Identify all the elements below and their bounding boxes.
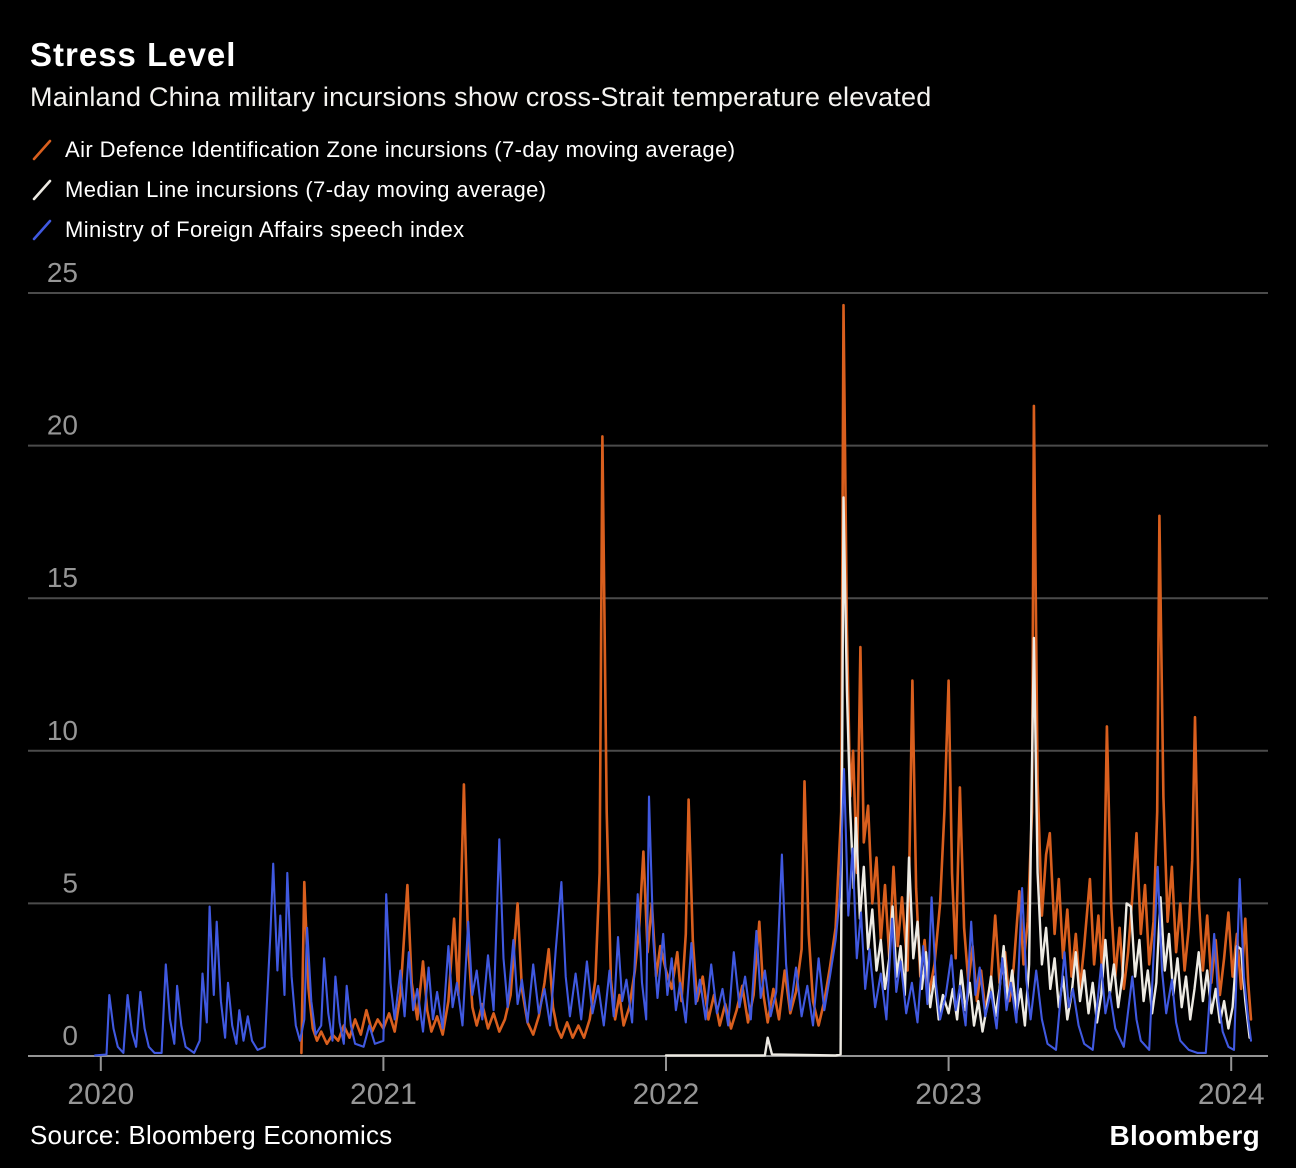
x-tick-label: 2024 (1198, 1078, 1265, 1111)
page-subtitle: Mainland China military incursions show … (30, 82, 932, 112)
legend-label-adiz: Air Defence Identification Zone incursio… (65, 137, 736, 162)
y-tick-label: 25 (47, 257, 78, 288)
x-tick-label: 2020 (67, 1078, 134, 1111)
x-tick-label: 2022 (633, 1078, 700, 1111)
adiz-series-line (300, 303, 1253, 1055)
x-tick-label: 2021 (350, 1078, 417, 1111)
legend-item-median-line: Median Line incursions (7-day moving ave… (30, 170, 735, 210)
median-line-icon (32, 179, 52, 201)
legend-item-mofa: Ministry of Foreign Affairs speech index (30, 210, 735, 250)
adiz-line-icon (32, 139, 52, 161)
y-tick-label: 5 (62, 867, 78, 898)
y-tick-label: 20 (47, 410, 78, 441)
y-tick-label: 0 (62, 1020, 78, 1051)
bloomberg-logo: Bloomberg (1109, 1120, 1260, 1151)
y-tick-label: 15 (47, 562, 78, 593)
y-tick-label: 10 (47, 715, 78, 746)
median-line-series-line (664, 496, 1251, 1057)
mofa-line-icon (32, 219, 52, 241)
legend-label-mofa: Ministry of Foreign Affairs speech index (65, 217, 465, 242)
x-tick-label: 2023 (915, 1078, 982, 1111)
chart-legend: Air Defence Identification Zone incursio… (30, 130, 735, 250)
page-title: Stress Level (30, 36, 237, 73)
source-attribution: Source: Bloomberg Economics (30, 1120, 393, 1150)
mofa-series-line (94, 768, 1253, 1057)
legend-label-median-line: Median Line incursions (7-day moving ave… (65, 177, 547, 202)
legend-item-adiz: Air Defence Identification Zone incursio… (30, 130, 735, 170)
